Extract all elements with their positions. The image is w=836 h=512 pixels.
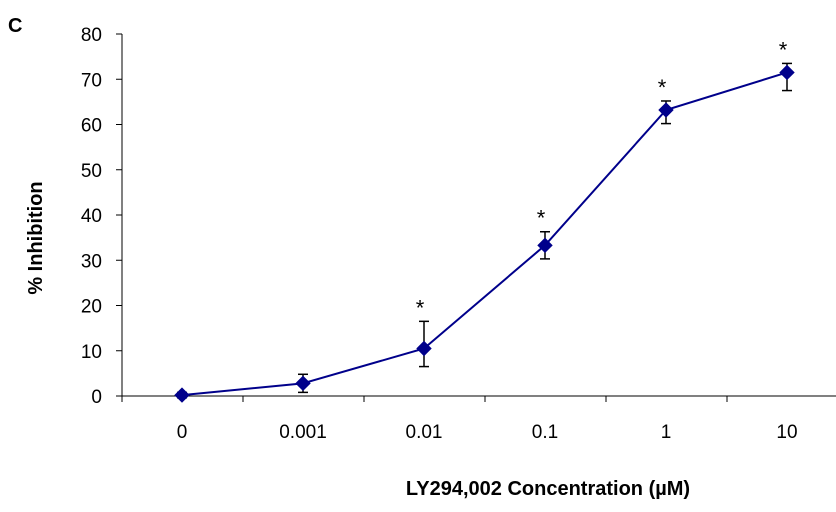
y-tick-label: 40 [81,206,102,227]
data-point-marker [537,237,553,254]
x-axis-title: LY294,002 Concentration (µM) [406,478,690,500]
data-point-marker [779,64,795,81]
panel-label: C [8,15,22,37]
x-tick-label: 0 [177,422,188,443]
significance-star: * [658,75,667,100]
y-tick-label: 70 [81,70,102,91]
y-tick-label: 20 [81,297,102,318]
data-point-marker [174,387,190,403]
y-tick-label: 0 [91,387,102,408]
series-line [181,71,788,397]
y-tick-label: 50 [81,161,102,182]
y-tick-label: 30 [81,251,102,272]
data-point-marker [295,375,311,392]
y-axis-title: % Inhibition [25,181,47,294]
x-tick-label: 10 [776,422,797,443]
significance-star: * [537,206,546,231]
y-tick-label: 10 [81,342,102,363]
y-tick-label: 80 [81,25,102,46]
data-point-marker [658,102,674,118]
x-axis: 0 0.001 0.01 0.1 1 10 [121,395,836,443]
x-tick-label: 0.01 [406,422,443,443]
y-axis: 0 10 20 30 40 50 60 70 80 [81,25,123,408]
x-tick-label: 1 [661,422,672,443]
data-point-marker [416,340,432,357]
significance-star: * [416,295,425,320]
x-tick-label: 0.001 [279,422,327,443]
x-tick-label: 0.1 [532,422,558,443]
plot-area: * * * * [174,37,795,403]
y-tick-label: 60 [81,116,102,137]
significance-star: * [779,37,788,62]
